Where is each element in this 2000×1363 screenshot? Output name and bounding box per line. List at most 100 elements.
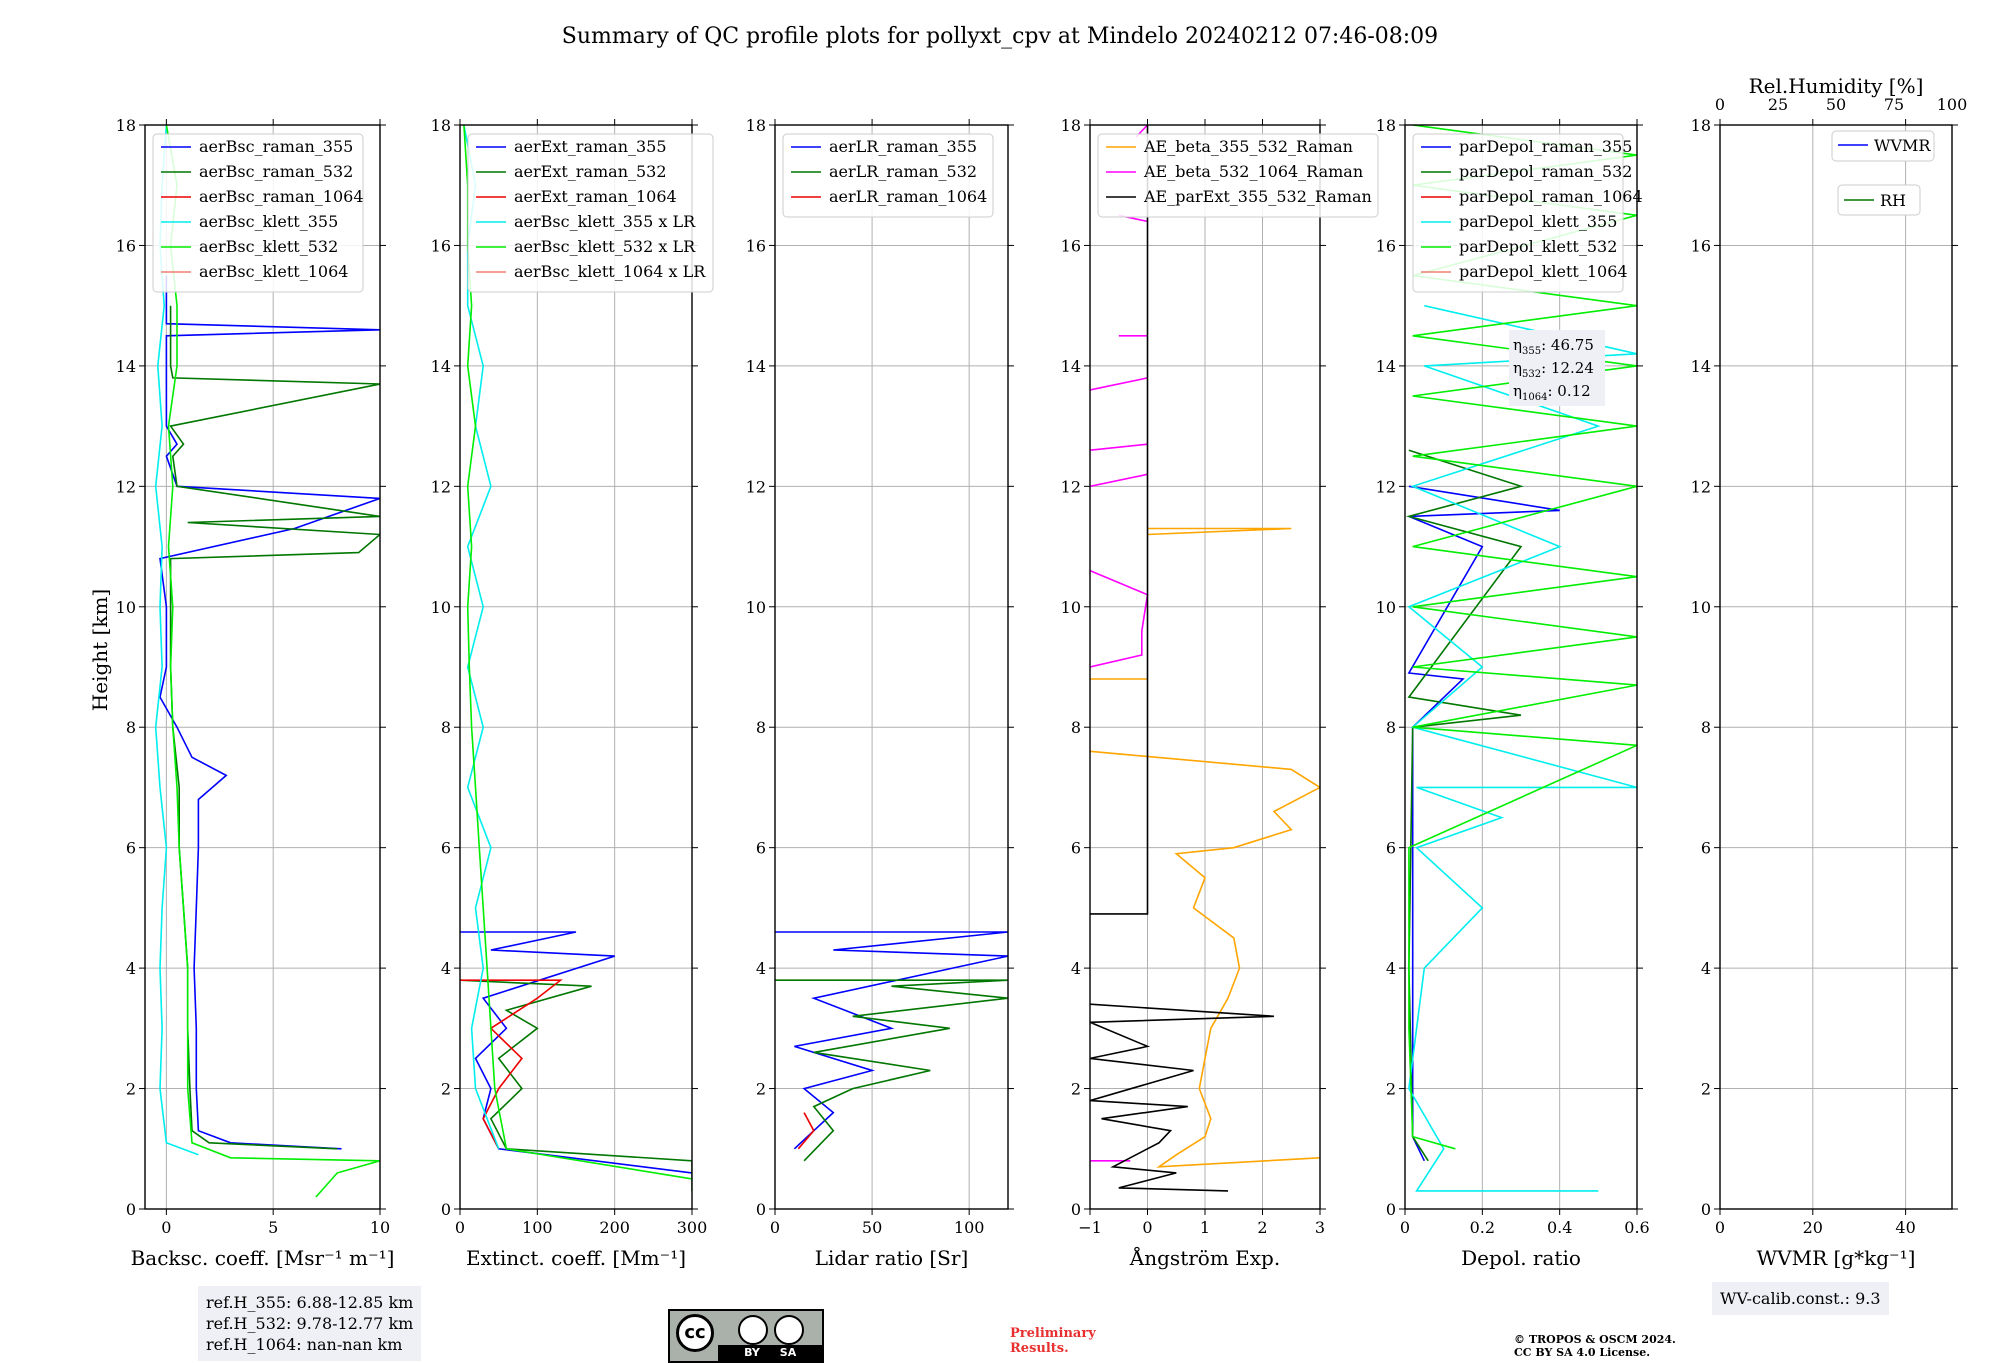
legend-box — [1412, 133, 1624, 293]
legend-entry: RH — [1880, 191, 1906, 210]
series-line-aerLR_raman_355 — [775, 931, 1008, 1150]
legend: aerBsc_raman_355 aerBsc_raman_532 aerBsc_r… — [152, 133, 364, 293]
cc-icon: cc — [676, 1314, 714, 1352]
x-tick-label: 100 — [522, 1218, 553, 1237]
x-tick-label: 0.4 — [1547, 1218, 1572, 1237]
legend-entry: parDepol_raman_1064 — [1459, 187, 1643, 206]
by-icon — [738, 1315, 768, 1345]
panel-6: 0 20 40 0 2 4 6 8 10 12 14 16 18 WVMR [g*kg⁻¹] Rel.Hum… — [1691, 74, 1968, 1270]
y-tick-label: 6 — [1071, 839, 1081, 858]
y-tick-label: 12 — [1691, 477, 1711, 496]
panel-1: 0 5 10 0 2 4 6 8 10 12 14 16 18 Backsc. coeff. [Msr⁻¹… — [116, 116, 395, 1270]
y-tick-label: 8 — [756, 718, 766, 737]
by-label: BY — [744, 1346, 760, 1359]
axes-frame — [774, 124, 1009, 1210]
y-tick-label: 10 — [1376, 598, 1396, 617]
y-tick-label: 16 — [1691, 236, 1711, 255]
y-tick-label: 2 — [1386, 1080, 1396, 1099]
x-tick-label: 0.2 — [1470, 1218, 1495, 1237]
x2-tick-label: 50 — [1826, 95, 1846, 114]
x-tick-label: 100 — [954, 1218, 985, 1237]
legend-box — [1097, 133, 1379, 218]
series-line-parDepol_raman_532 — [1405, 449, 1524, 1162]
legend-box — [152, 133, 364, 293]
y-tick-label: 10 — [116, 598, 136, 617]
copyright-line-1: © TROPOS & OSCM 2024. — [1514, 1333, 1676, 1346]
y-tick-label: 16 — [431, 236, 451, 255]
series-group — [1090, 125, 1320, 1192]
y-tick-label: 0 — [1701, 1200, 1711, 1219]
y-tick-label: 0 — [441, 1200, 451, 1219]
ref-height-355: ref.H_355: 6.88-12.85 km — [206, 1293, 414, 1312]
x-tick-label: 3 — [1315, 1218, 1325, 1237]
copyright-note: © TROPOS & OSCM 2024. CC BY SA 4.0 Licen… — [1514, 1333, 1676, 1359]
preliminary-line-1: Preliminary — [1010, 1326, 1096, 1341]
legend-entry: aerLR_raman_1064 — [829, 187, 987, 206]
x-tick-label: 20 — [1803, 1218, 1823, 1237]
axes-frame — [1404, 124, 1638, 1210]
x-axis-label: Ångström Exp. — [1129, 1245, 1280, 1270]
x-tick-label: 0 — [455, 1218, 465, 1237]
legend-entry: AE_beta_532_1064_Raman — [1143, 162, 1363, 181]
series-line-AE_parExt_355_532_Raman — [1090, 125, 1275, 1192]
ref-height-532: ref.H_532: 9.78-12.77 km — [206, 1314, 414, 1333]
y-tick-label: 10 — [1061, 598, 1081, 617]
panel-5: 0 0.2 0.4 0.6 0 2 4 6 8 10 12 14 16 18 Depol. ratio par… — [1376, 116, 1650, 1270]
series-line-aerBsc_klett_355 — [154, 125, 199, 1156]
legend: parDepol_raman_355 parDepol_raman_532 parD… — [1412, 133, 1643, 293]
x-tick-label: 300 — [677, 1218, 708, 1237]
y-tick-label: 4 — [126, 959, 136, 978]
y-tick-label: 8 — [126, 718, 136, 737]
axes-frame — [459, 124, 693, 1210]
wv-calib-box: WV-calib.const.: 9.3 — [1712, 1282, 1889, 1315]
series-group — [775, 931, 1008, 1162]
y-tick-label: 16 — [116, 236, 136, 255]
preliminary-line-2: Results. — [1010, 1341, 1069, 1356]
y-tick-label: 18 — [116, 116, 136, 135]
y-tick-label: 0 — [1386, 1200, 1396, 1219]
legend-entry: aerBsc_klett_1064 x LR — [514, 262, 706, 281]
series-line-aerBsc_klett_532 — [165, 125, 380, 1198]
x-tick-label: 0.6 — [1624, 1218, 1649, 1237]
legend-box-wvmr — [1831, 130, 1935, 162]
series-line-aerBsc_klett_355 x LR — [463, 125, 500, 1150]
x-tick-label: 0 — [1715, 1218, 1725, 1237]
sa-label: SA — [779, 1346, 797, 1359]
y-tick-label: 18 — [431, 116, 451, 135]
series-group — [460, 125, 692, 1191]
y-tick-label: 14 — [746, 357, 766, 376]
y-tick-label: 16 — [1376, 236, 1396, 255]
series-line-aerLR_raman_1064 — [797, 1112, 815, 1150]
y-tick-label: 0 — [126, 1200, 136, 1219]
y-tick-label: 12 — [1061, 477, 1081, 496]
y-tick-label: 8 — [1386, 718, 1396, 737]
x-axis-label: Lidar ratio [Sr] — [815, 1246, 969, 1270]
y-tick-label: 2 — [441, 1080, 451, 1099]
y-tick-label: 4 — [1071, 959, 1081, 978]
y-tick-label: 10 — [431, 598, 451, 617]
y-tick-label: 2 — [1071, 1080, 1081, 1099]
y-tick-label: 6 — [441, 839, 451, 858]
legend-entry: aerBsc_klett_532 — [199, 237, 338, 256]
axes-frame — [144, 124, 381, 1210]
x-tick-label: 0 — [770, 1218, 780, 1237]
legend-entry: aerBsc_raman_532 — [199, 162, 353, 181]
preliminary-note: Preliminary Results. — [1010, 1326, 1096, 1356]
sa-icon — [774, 1315, 804, 1345]
legend-entry: parDepol_klett_355 — [1459, 212, 1617, 231]
figure-title: Summary of QC profile plots for pollyxt_… — [561, 24, 1439, 49]
legend-entry: aerBsc_klett_1064 — [199, 262, 348, 281]
y-tick-label: 18 — [746, 116, 766, 135]
y-tick-label: 10 — [1691, 598, 1711, 617]
x2-axis-label: Rel.Humidity [%] — [1749, 74, 1924, 98]
y-tick-label: 12 — [431, 477, 451, 496]
legend-box-rh — [1837, 184, 1921, 216]
y-tick-label: 12 — [116, 477, 136, 496]
series-line-parDepol_klett_355 — [1407, 304, 1637, 1192]
series-line-AE_beta_532_1064_Raman — [1090, 125, 1149, 1162]
cc-license-badge: cc BY SA — [668, 1309, 824, 1363]
y-tick-label: 2 — [1701, 1080, 1711, 1099]
x2-tick-label: 100 — [1937, 95, 1968, 114]
copyright-line-2: CC BY SA 4.0 License. — [1514, 1346, 1651, 1359]
